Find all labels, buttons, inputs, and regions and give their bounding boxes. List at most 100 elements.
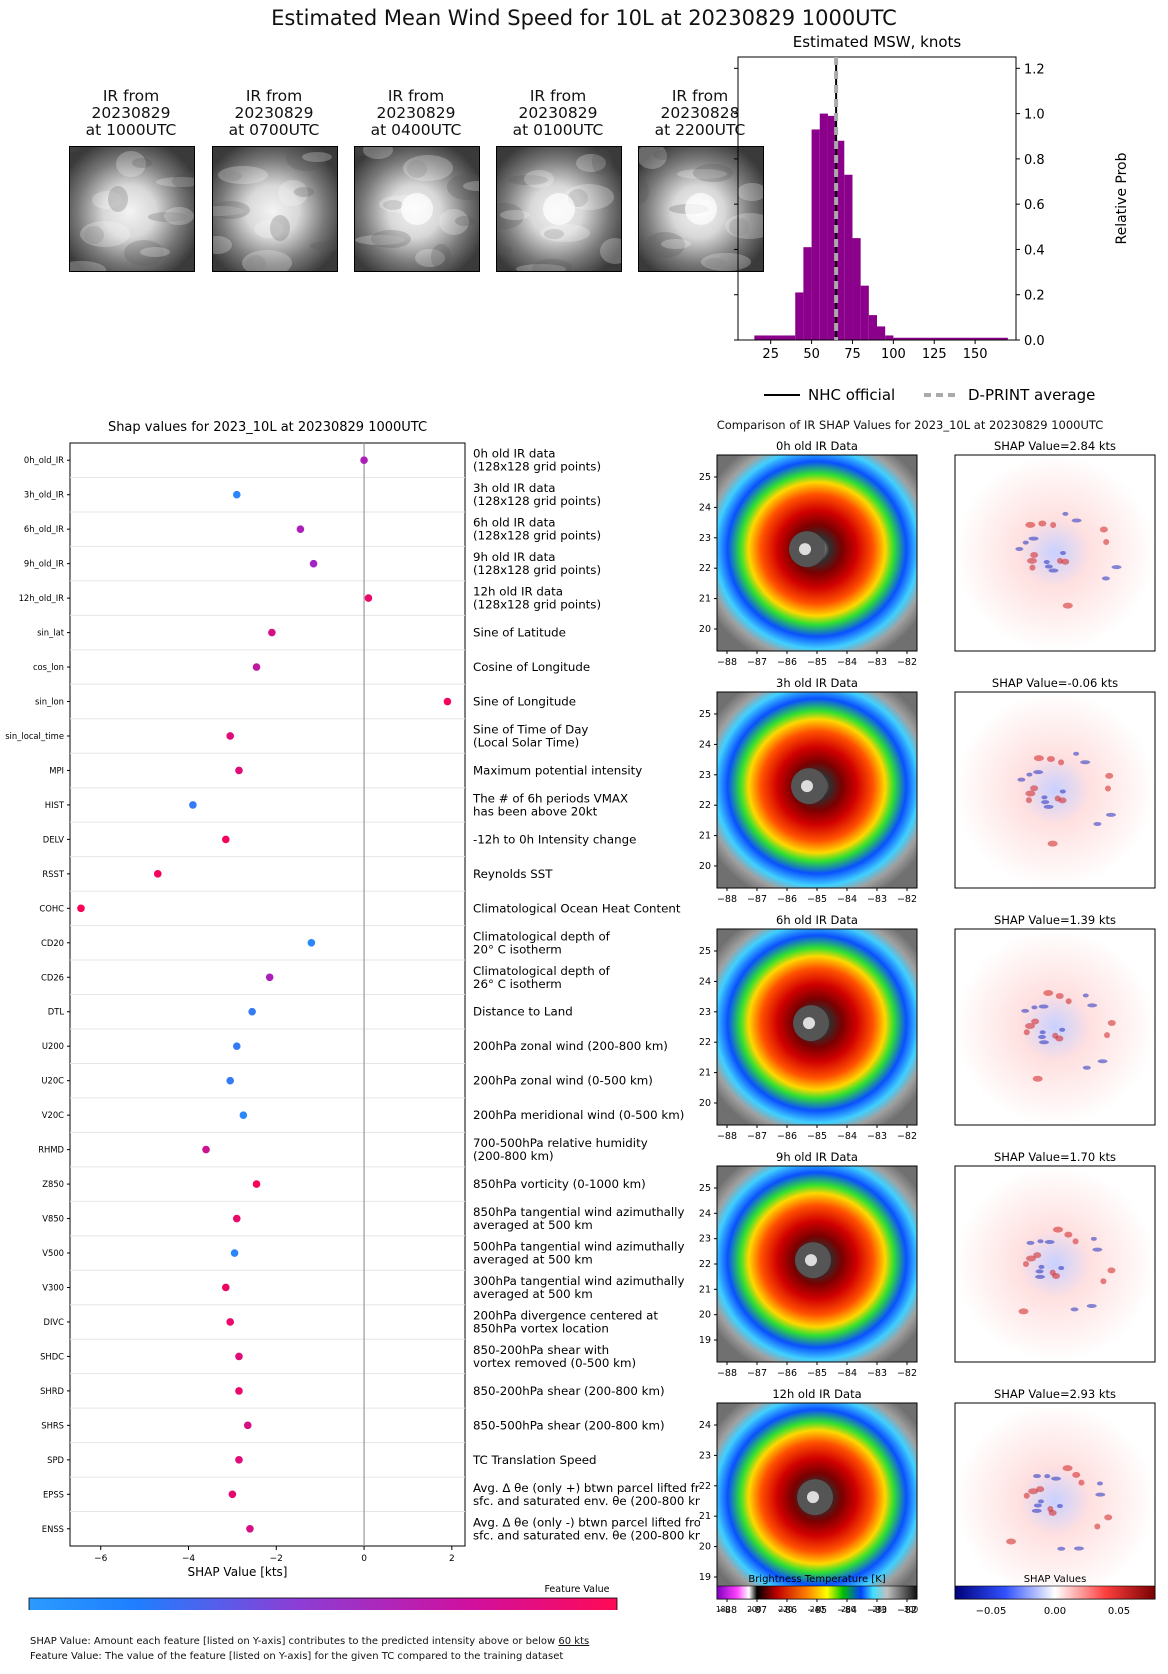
- ir-thumbnail-label: IR from 20230828 at 2200UTC: [635, 88, 765, 139]
- histogram-bar: [803, 247, 812, 340]
- shap-panel-blob: [1038, 1035, 1047, 1040]
- ir-panel-xtick-label: −85: [807, 657, 827, 668]
- shap-panel-title: SHAP Value=2.84 kts: [994, 439, 1116, 453]
- feature-value-colorbar: [28, 1597, 618, 1610]
- shap-panel-blob: [1072, 1471, 1081, 1478]
- ir-panel-xtick-label: −88: [717, 1605, 737, 1616]
- shap-panel-blob: [1046, 755, 1055, 762]
- shap-panel-blob: [1031, 1005, 1038, 1010]
- shap-panel-title: SHAP Value=1.70 kts: [994, 1150, 1116, 1164]
- bt-colorbar-tick: 180: [716, 1605, 731, 1614]
- histogram-bar: [868, 315, 877, 340]
- ir-cloud-band: [310, 241, 337, 251]
- shap-panel-blob: [1104, 1514, 1113, 1521]
- ir-panel-ytick-label: 21: [699, 594, 711, 605]
- ir-cloud-band: [540, 224, 590, 242]
- shap-xtick-label: 0: [361, 1554, 367, 1564]
- shap-feature-description: Reynolds SST: [473, 867, 553, 881]
- shap-panel-blob: [1021, 1008, 1030, 1013]
- ir-thumbnail-label-line: IR from: [102, 87, 160, 105]
- ir-cloud-band: [242, 250, 292, 271]
- shap-panel-blob: [1041, 800, 1050, 805]
- shap-panel-blob: [1073, 751, 1080, 756]
- shap-panel-blob: [1072, 1238, 1079, 1245]
- shap-feature-label: 0h_old_IR: [24, 455, 64, 465]
- ir-panel-eye-core: [807, 1491, 819, 1504]
- ir-thumbnail-label-line: 20230829: [376, 104, 456, 122]
- ir-panel-xtick-label: −86: [777, 1131, 797, 1142]
- ir-cloud-band: [524, 170, 554, 188]
- shap-xtick-label: −4: [182, 1554, 196, 1564]
- ir-cloud-band: [639, 178, 649, 204]
- shap-point: [232, 490, 241, 499]
- ir-cloud-band: [544, 229, 564, 239]
- ir-thumbnail-image: [354, 146, 480, 272]
- ir-panel-xtick-label: −83: [867, 1605, 887, 1616]
- ir-thumbnail-label-line: IR from: [671, 87, 729, 105]
- shap-panel-image: [955, 692, 1155, 888]
- shap-panel-blob: [1100, 1278, 1107, 1285]
- shap-panel-frame: [954, 691, 1156, 889]
- ir-cloud-band: [497, 203, 524, 229]
- ir-panel-title: 6h old IR Data: [776, 913, 858, 927]
- ir-cloud-band: [439, 209, 469, 235]
- ir-panel-ytick-label: 20: [699, 1098, 711, 1109]
- shap-panel-blob: [1026, 772, 1033, 777]
- shap-feature-label: SHDC: [40, 1351, 64, 1361]
- ir-cloud-band: [254, 220, 284, 238]
- ir-cloud-band: [516, 264, 566, 271]
- ir-panel-xtick-label: −84: [837, 894, 857, 905]
- shap-feature-description: Cosine of Longitude: [473, 660, 590, 674]
- shap-colorbar-tick: −0.05: [976, 1606, 1007, 1617]
- histogram-bar: [885, 335, 894, 340]
- shap-panel-blob: [1025, 521, 1036, 528]
- ir-panel-xtick-label: −85: [807, 1605, 827, 1616]
- ir-thumbnail-label-line: IR from: [245, 87, 303, 105]
- histogram-ytick-label: 0.8: [1024, 153, 1045, 168]
- ir-panel-ytick-label: 21: [699, 1068, 711, 1079]
- shap-panel-blob: [1025, 1255, 1036, 1262]
- shap-feature-description: 850-200hPa shear with: [473, 1343, 609, 1357]
- ir-panel-title: 0h old IR Data: [776, 439, 858, 453]
- ir-thumbnail-label-line: 20230829: [234, 104, 314, 122]
- ir-panel-xtick-label: −85: [807, 1131, 827, 1142]
- ir-cloud-band: [403, 155, 453, 181]
- shap-panel-blob: [1030, 785, 1039, 792]
- shap-feature-description: (128x128 grid points): [473, 460, 601, 474]
- shap-point: [307, 938, 316, 947]
- bt-colorbar-tick: 240: [810, 1605, 825, 1614]
- shap-panel-blob: [1006, 1538, 1017, 1545]
- shap-feature-description: 26° C isotherm: [473, 977, 562, 991]
- shap-feature-label: cos_lon: [33, 662, 64, 672]
- shap-point: [265, 973, 274, 982]
- ir-cloud-band: [564, 184, 614, 210]
- bt-colorbar: [716, 1585, 918, 1600]
- ir-cloud-band: [218, 166, 268, 184]
- shap-feature-label: SHRD: [40, 1386, 64, 1396]
- ir-thumbnail-art: [70, 147, 194, 271]
- ir-cloud-band: [447, 174, 479, 200]
- shap-panel-blob: [1030, 552, 1039, 559]
- ir-panel-eye-core: [799, 543, 811, 556]
- histogram-xtick-label: 100: [881, 347, 906, 362]
- shap-feature-description: Avg. Δ θe (only -) btwn parcel lifted fr…: [473, 1515, 700, 1529]
- shap-point: [189, 801, 197, 809]
- ir-panel-xtick-label: −87: [747, 657, 767, 668]
- histogram-ytick-label: 0.2: [1024, 289, 1045, 304]
- ir-cloud-band: [355, 147, 387, 156]
- shap-panel-blob: [1062, 602, 1073, 609]
- ir-cloud-band: [508, 175, 548, 185]
- shap-xtick-label: −2: [270, 1554, 283, 1564]
- shap-panel-blob: [1043, 804, 1054, 809]
- shap-colorbar-tick: 0.05: [1108, 1606, 1130, 1617]
- ir-thumbnail-image: [69, 146, 195, 272]
- histogram-bar: [827, 115, 837, 340]
- shap-feature-description: Maximum potential intensity: [473, 763, 642, 777]
- bt-colorbar-tick: 280: [873, 1605, 888, 1614]
- ir-cloud-band: [500, 210, 530, 220]
- ir-panel-ytick-label: 23: [699, 533, 711, 544]
- ir-panel-xtick-label: −86: [777, 1605, 797, 1616]
- shap-feature-description: Sine of Time of Day: [473, 722, 588, 736]
- shap-point: [226, 1076, 234, 1085]
- shap-panel-blob: [1059, 789, 1066, 794]
